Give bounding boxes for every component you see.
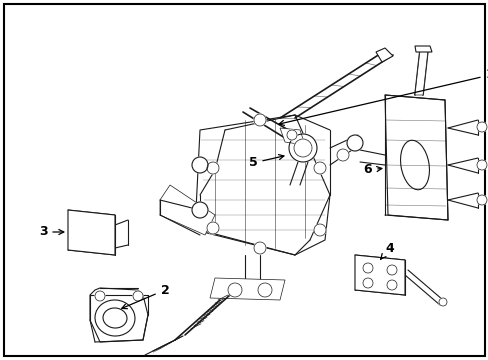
Circle shape [288,134,316,162]
Text: 1: 1 [279,68,488,125]
Circle shape [313,162,325,174]
Ellipse shape [95,300,135,336]
Polygon shape [354,255,404,295]
Circle shape [192,157,207,173]
Text: 3: 3 [39,225,64,238]
Polygon shape [280,128,305,145]
Circle shape [362,263,372,273]
Polygon shape [209,278,285,300]
Ellipse shape [103,308,127,328]
Circle shape [253,242,265,254]
Circle shape [206,162,219,174]
Circle shape [286,130,296,140]
Circle shape [386,265,396,275]
Polygon shape [414,46,431,52]
Circle shape [438,298,446,306]
Text: 4: 4 [380,242,393,259]
Circle shape [346,135,362,151]
Text: 5: 5 [248,154,284,170]
Circle shape [476,195,486,205]
Circle shape [293,139,311,157]
Circle shape [386,280,396,290]
Circle shape [95,291,105,301]
Circle shape [227,283,242,297]
Polygon shape [195,115,329,255]
Circle shape [476,160,486,170]
Text: 2: 2 [122,284,169,309]
Circle shape [476,122,486,132]
Circle shape [253,114,265,126]
Circle shape [258,283,271,297]
Polygon shape [375,48,392,62]
Circle shape [206,222,219,234]
Circle shape [313,224,325,236]
Polygon shape [90,288,148,342]
Polygon shape [414,50,427,95]
Circle shape [362,278,372,288]
Text: 6: 6 [363,163,381,176]
Polygon shape [160,185,215,235]
Ellipse shape [400,140,428,190]
Circle shape [133,291,142,301]
Polygon shape [384,95,447,220]
Circle shape [336,149,348,161]
Polygon shape [68,210,115,255]
Circle shape [192,202,207,218]
